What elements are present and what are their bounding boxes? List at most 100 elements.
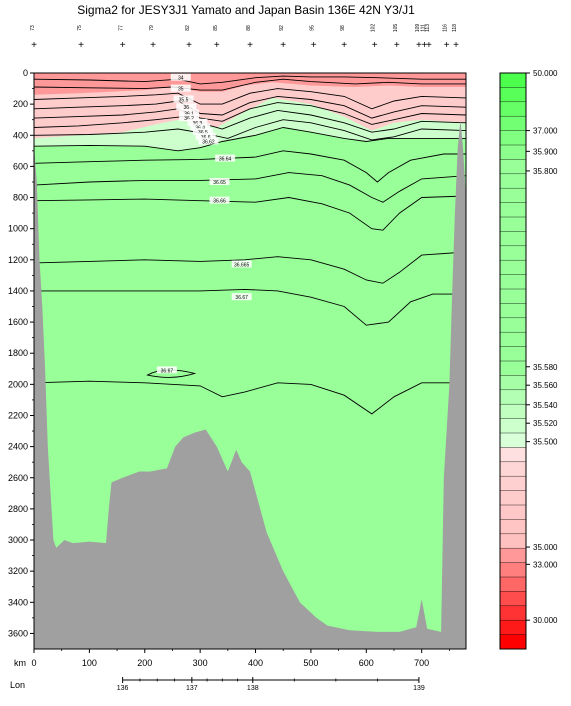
x-tick-label: 0 — [31, 658, 36, 668]
contour-line — [33, 109, 467, 133]
contour-line — [33, 380, 466, 415]
contour-label: 36.665 — [234, 262, 250, 268]
y-tick-label: 1000 — [8, 224, 28, 234]
seafloor — [34, 119, 466, 649]
colorbar-swatch — [500, 101, 526, 117]
colorbar-label: 35.560 — [533, 381, 558, 390]
plot-frame — [33, 72, 467, 650]
y-tick-label: 1600 — [8, 317, 28, 327]
bathymetry — [34, 119, 466, 649]
colorbar-swatch — [500, 173, 526, 189]
contour-line — [33, 127, 466, 152]
contour-line — [33, 102, 467, 125]
colorbar-label: 50.000 — [533, 69, 558, 78]
x-tick-label: 100 — [82, 658, 97, 668]
contour-label-bg — [179, 109, 200, 117]
colorbar-swatch — [500, 317, 526, 333]
station-label: 79 — [149, 25, 155, 31]
colorbar-swatch — [500, 346, 526, 362]
contour-label-bg — [179, 114, 200, 122]
contour-label-bg — [231, 260, 252, 268]
colorbar-swatch — [500, 505, 526, 520]
contour-label-bg — [190, 123, 211, 131]
contour-label-bg — [156, 366, 177, 374]
station-marker: + — [214, 40, 220, 51]
y-tick-label: 3400 — [8, 597, 28, 607]
contour-line — [33, 75, 466, 85]
station-label: 118 — [452, 24, 458, 32]
colorbar-label: 35.000 — [533, 543, 558, 552]
colorbar-swatch — [500, 476, 526, 492]
station-marker: + — [372, 40, 378, 51]
colorbar-swatch — [500, 145, 526, 160]
contour-label: 35.5 — [179, 97, 189, 103]
colorbar-swatch — [500, 361, 526, 376]
y-tick-label: 2600 — [8, 473, 28, 483]
colorbar-swatch — [500, 332, 526, 348]
colorbar-swatch — [500, 591, 526, 607]
colorbar-swatch — [500, 274, 526, 290]
lon-tick-label: 137 — [186, 685, 198, 692]
station-label: 73 — [30, 25, 36, 31]
station-label: 113 — [425, 24, 431, 32]
station-label: 85 — [213, 25, 219, 31]
colorbar-label: 35.900 — [533, 147, 558, 156]
contour-label: 36.64 — [219, 157, 232, 163]
station-marker: + — [422, 40, 428, 51]
station-label: 116 — [443, 24, 449, 32]
colorbar-swatch — [500, 577, 526, 592]
contour-label: 36 — [184, 105, 190, 111]
y-tick-label: 0 — [23, 68, 28, 78]
colorbar-swatch — [500, 73, 526, 88]
colorbar-label: 35.520 — [533, 419, 558, 428]
colorbar-swatch — [500, 461, 526, 477]
colorbar-label: 33.000 — [533, 560, 558, 569]
colorbar-swatch — [500, 447, 526, 463]
y-tick-label: 2200 — [8, 410, 28, 420]
contour-label: 34 — [178, 76, 184, 82]
colorbar-frame — [499, 72, 527, 650]
station-marker: + — [341, 40, 347, 51]
station-marker: + — [280, 40, 286, 51]
contour-label-bg — [195, 132, 216, 140]
station-label: 82 — [185, 25, 191, 31]
colorbar-swatch — [500, 389, 526, 405]
colorbar-label: 35.500 — [533, 438, 558, 447]
contour-label: 36.62 — [202, 139, 215, 145]
station-label: 92 — [279, 25, 285, 31]
contour-label-bg — [209, 177, 230, 185]
x-tick-label: 300 — [193, 658, 208, 668]
axes: 0200400600800100012001400160018002000220… — [8, 68, 467, 692]
colorbar-label: 35.540 — [533, 401, 558, 410]
contour-line — [33, 172, 467, 203]
station-marker: + — [247, 40, 253, 51]
colorbar-swatch — [500, 548, 526, 564]
colorbar-swatch — [500, 116, 526, 132]
colorbar-swatch — [500, 231, 526, 247]
colorbar-swatch — [500, 634, 526, 650]
colorbar-swatch — [500, 159, 526, 175]
contour-label-bg — [187, 118, 208, 126]
station-label: 98 — [340, 25, 346, 31]
colorbar-swatch — [500, 87, 526, 103]
y-tick-label: 800 — [13, 193, 28, 203]
lon-tick-label: 139 — [413, 685, 425, 692]
contour-label: 35 — [178, 87, 184, 93]
contour-label: 36.66 — [213, 199, 226, 205]
y-tick-label: 2800 — [8, 504, 28, 514]
contour-label-bg — [192, 128, 213, 136]
y-tick-label: 2000 — [8, 379, 28, 389]
colorbar-label: 35.800 — [533, 167, 558, 176]
chart-title: Sigma2 for JESY3J1 Yamato and Japan Basi… — [77, 3, 415, 17]
contour-line — [33, 150, 466, 183]
station-label: 88 — [246, 25, 252, 31]
x-tick-label: 600 — [359, 658, 374, 668]
station-label: 109 — [415, 24, 421, 33]
contour-line — [33, 88, 467, 110]
contour-label: 36.65 — [213, 180, 226, 186]
x-axis-label: km — [14, 658, 26, 668]
colorbar: 50.000 37.000 35.900 35.800 35.580 35.560 35.5… — [499, 69, 558, 650]
colorbar-swatch — [500, 289, 526, 304]
colorbar-swatch — [500, 490, 526, 506]
